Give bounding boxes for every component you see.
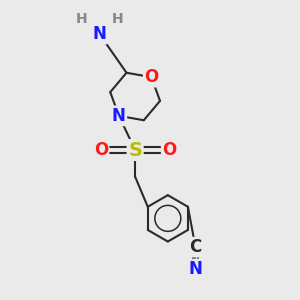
Text: O: O	[162, 141, 176, 159]
Text: O: O	[144, 68, 158, 86]
Text: C: C	[189, 238, 202, 256]
Text: N: N	[188, 260, 203, 278]
Text: N: N	[92, 25, 106, 43]
Text: N: N	[112, 107, 126, 125]
Text: O: O	[94, 141, 108, 159]
Text: S: S	[128, 140, 142, 160]
Text: H: H	[76, 12, 88, 26]
Text: H: H	[112, 12, 123, 26]
